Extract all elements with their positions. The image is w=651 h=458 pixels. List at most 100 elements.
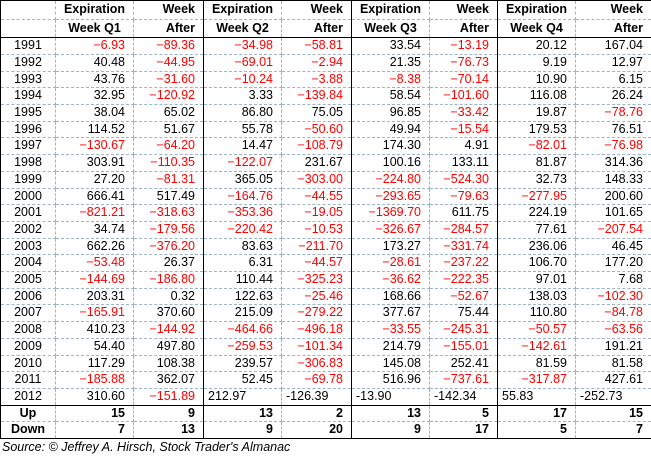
value-cell: 314.36 (575, 154, 651, 172)
value-cell: 212.97 (203, 387, 282, 406)
value-cell: 497.80 (133, 337, 204, 356)
value-cell: 33.54 (351, 37, 430, 55)
year-cell: 2007 (0, 304, 56, 323)
value-cell: −151.89 (133, 387, 204, 406)
summary-value-cell: 13 (351, 404, 430, 423)
corner-cell (0, 18, 56, 39)
value-cell: −524.30 (429, 170, 498, 189)
table-row: 1996 114.52 51.67 55.78 −50.60 49.94 −15.54 179… (0, 120, 651, 139)
value-cell: −222.35 (429, 271, 498, 289)
value-cell: 236.06 (497, 237, 576, 256)
value-cell: −33.55 (351, 321, 430, 339)
value-cell: −144.69 (55, 271, 134, 289)
header-row: Week Q1 After Week Q2 After Week Q3 After Week… (0, 18, 651, 39)
year-cell: 1992 (0, 53, 56, 72)
summary-value-cell: 5 (429, 404, 498, 423)
value-cell: −120.92 (133, 87, 204, 105)
table-row: 1992 40.48 −44.95 −69.01 −2.94 21.35 −76.73 9.1… (0, 53, 651, 72)
value-cell: −737.61 (429, 371, 498, 389)
summary-value-cell: 13 (203, 404, 282, 423)
value-cell: 148.33 (575, 170, 651, 189)
value-cell: 58.54 (351, 87, 430, 105)
table-row: 2008 410.23 −144.92 −464.66 −496.18 −33.55 −24… (0, 321, 651, 339)
value-cell: −130.67 (55, 137, 134, 156)
table-row: 2001 −821.21 −318.63 −353.36 −19.05 −1369.70 6… (0, 204, 651, 222)
value-cell: −34.98 (203, 37, 282, 55)
summary-label-cell: Up (0, 404, 56, 423)
value-cell: −224.80 (351, 170, 430, 189)
table-row: 2009 54.40 497.80 −259.53 −101.34 214.79 −155.… (0, 337, 651, 356)
year-cell: 1993 (0, 70, 56, 89)
value-cell: −25.46 (281, 287, 352, 306)
value-cell: −102.30 (575, 287, 651, 306)
table-row: 2004 −53.48 26.37 6.31 −44.57 −28.61 −237.22 10… (0, 254, 651, 273)
summary-row: Up 15 9 13 2 13 5 17 15 (0, 404, 651, 423)
value-cell: −331.74 (429, 237, 498, 256)
table-row: 1997 −130.67 −64.20 14.47 −108.79 174.30 4.91−… (0, 137, 651, 156)
header-cell: Week (429, 0, 498, 20)
value-cell: 54.40 (55, 337, 134, 356)
value-cell: 49.94 (351, 120, 430, 139)
value-cell: 191.21 (575, 337, 651, 356)
value-cell: −82.01 (497, 137, 576, 156)
value-cell: 27.20 (55, 170, 134, 189)
value-cell: -13.90 (351, 387, 430, 406)
value-cell: −211.70 (281, 237, 352, 256)
value-cell: −6.93 (55, 37, 134, 55)
summary-value-cell: 20 (281, 421, 352, 440)
value-cell: 179.53 (497, 120, 576, 139)
value-cell: -252.73 (575, 387, 651, 406)
value-cell: −36.62 (351, 271, 430, 289)
value-cell: 14.47 (203, 137, 282, 156)
value-cell: 173.27 (351, 237, 430, 256)
value-cell: −303.00 (281, 170, 352, 189)
header-cell: Expiration (203, 0, 282, 20)
summary-value-cell: 9 (133, 404, 204, 423)
value-cell: 6.31 (203, 254, 282, 273)
header-cell: After (133, 18, 204, 39)
value-cell: −164.76 (203, 187, 282, 206)
value-cell: −3.88 (281, 70, 352, 89)
value-cell: −376.20 (133, 237, 204, 256)
table-row: 2005 −144.69 −186.80 110.44 −325.23 −36.62 −22… (0, 271, 651, 289)
value-cell: −821.21 (55, 204, 134, 222)
value-cell: −81.31 (133, 170, 204, 189)
summary-value-cell: 17 (429, 421, 498, 440)
value-cell: 133.11 (429, 154, 498, 172)
summary-value-cell: 5 (497, 421, 576, 440)
table-row: 1999 27.20 −81.31 365.05 −303.00 −224.80 −524.… (0, 170, 651, 189)
value-cell: 303.91 (55, 154, 134, 172)
value-cell: 32.95 (55, 87, 134, 105)
table-row: 1994 32.95 −120.92 3.33 −139.84 58.54 −101.60 1… (0, 87, 651, 105)
value-cell: 100.16 (351, 154, 430, 172)
value-cell: 110.44 (203, 271, 282, 289)
value-cell: −220.42 (203, 220, 282, 239)
table-row: 2011 −185.88 362.07 52.45 −69.78 516.96 −737.6… (0, 371, 651, 389)
value-cell: 200.60 (575, 187, 651, 206)
table-row: 2010 117.29 108.38 239.57 −306.83 145.08 252.4… (0, 354, 651, 373)
value-cell: 239.57 (203, 354, 282, 373)
value-cell: 0.32 (133, 287, 204, 306)
summary-value-cell: 2 (281, 404, 352, 423)
value-cell: 10.90 (497, 70, 576, 89)
value-cell: −110.35 (133, 154, 204, 172)
value-cell: −317.87 (497, 371, 576, 389)
table-header: Expiration Week Expiration Week Expiration We… (0, 0, 651, 39)
value-cell: 32.73 (497, 170, 576, 189)
value-cell: −144.92 (133, 321, 204, 339)
table-row: 2012 310.60 −151.89 212.97 -126.39 -13.90 -142… (0, 387, 651, 406)
value-cell: -126.39 (281, 387, 352, 406)
value-cell: −15.54 (429, 120, 498, 139)
value-cell: 214.79 (351, 337, 430, 356)
year-cell: 2000 (0, 187, 56, 206)
value-cell: 26.24 (575, 87, 651, 105)
value-cell: −28.61 (351, 254, 430, 273)
value-cell: −165.91 (55, 304, 134, 323)
value-cell: −496.18 (281, 321, 352, 339)
year-cell: 1991 (0, 37, 56, 55)
value-cell: −277.95 (497, 187, 576, 206)
value-cell: 138.03 (497, 287, 576, 306)
value-cell: 215.09 (203, 304, 282, 323)
value-cell: −318.63 (133, 204, 204, 222)
